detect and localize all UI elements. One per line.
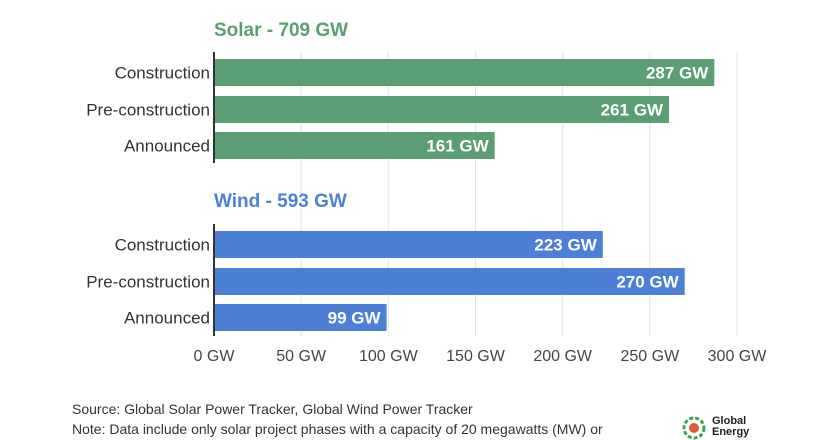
bar-wind	[214, 268, 685, 295]
logo-line-1: Global	[712, 415, 747, 427]
bar-label: 161 GW	[426, 137, 489, 156]
x-tick-label: 150 GW	[446, 348, 506, 365]
bar-label: 270 GW	[616, 273, 679, 292]
panel-title-solar: Solar - 709 GW	[214, 20, 348, 41]
category-label: Pre-construction	[86, 101, 210, 120]
globe-logo-icon	[682, 416, 706, 440]
x-tick-label: 200 GW	[533, 348, 593, 365]
bar-solar	[214, 132, 495, 159]
bar-solar	[214, 96, 670, 123]
x-tick-label: 300 GW	[708, 348, 768, 365]
bar-wind	[214, 231, 603, 258]
bar-label: 99 GW	[328, 309, 382, 328]
category-label: Pre-construction	[86, 273, 210, 292]
bar-label: 223 GW	[534, 236, 597, 255]
x-tick-label: 50 GW	[276, 348, 327, 365]
category-label: Announced	[124, 137, 210, 156]
logo-line-2: Energy	[712, 426, 750, 438]
x-tick-label: 250 GW	[620, 348, 680, 365]
bar-wind	[214, 304, 387, 331]
bar-label: 261 GW	[601, 101, 664, 120]
x-tick-label: 0 GW	[194, 348, 236, 365]
category-label: Construction	[115, 64, 210, 83]
category-label: Announced	[124, 309, 210, 328]
category-label: Construction	[115, 236, 210, 255]
panel-title-wind: Wind - 593 GW	[214, 191, 347, 212]
bar-solar	[214, 59, 715, 86]
chart: Solar - 709 GW 287 GW Construction 261 GW Pr…	[86, 20, 768, 365]
logo-text: Global Energy	[712, 416, 749, 438]
data-note: Note: Data include only solar project ph…	[72, 421, 603, 437]
bar-label: 287 GW	[646, 64, 709, 83]
global-energy-monitor-logo: Global Energy	[682, 414, 772, 440]
source-note: Source: Global Solar Power Tracker, Glob…	[72, 401, 473, 417]
x-tick-label: 100 GW	[359, 348, 419, 365]
